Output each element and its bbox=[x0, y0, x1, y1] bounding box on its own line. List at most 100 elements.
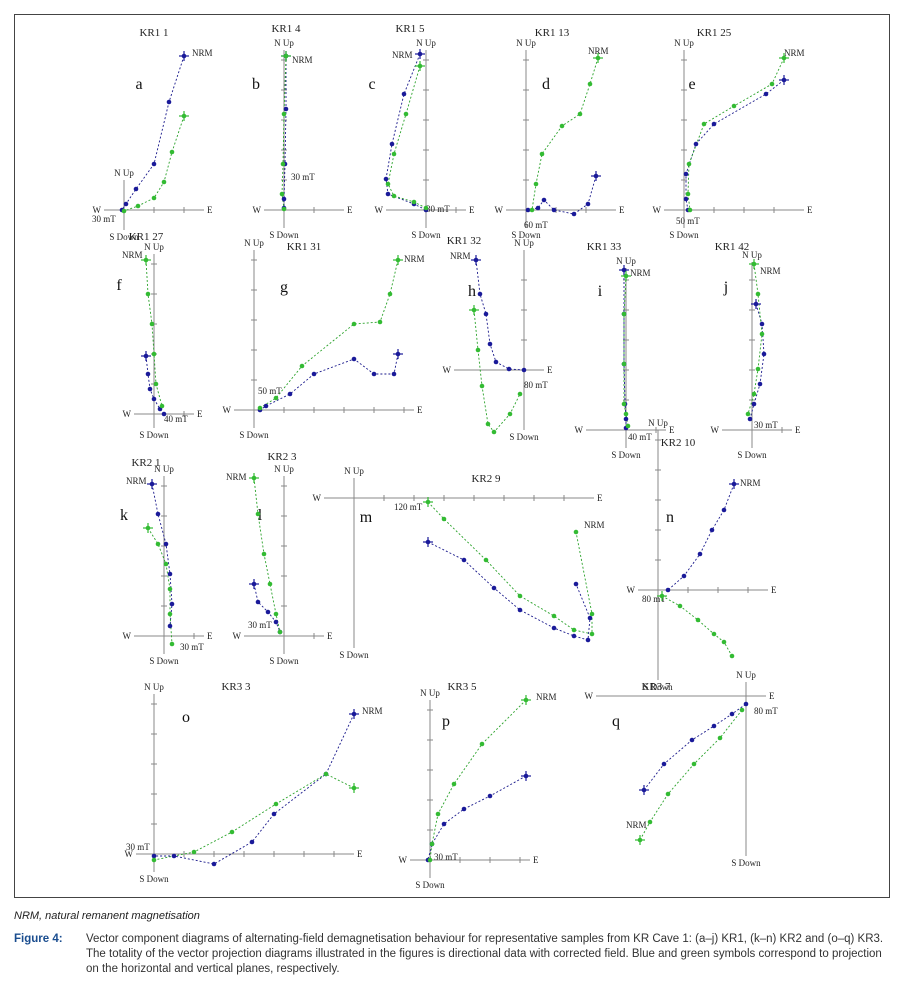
horizontal-plane-point bbox=[587, 615, 593, 621]
vertical-plane-point bbox=[155, 541, 161, 547]
vertical-plane-point bbox=[267, 581, 273, 587]
horizontal-plane-point bbox=[551, 207, 557, 213]
nrm-label: NRM bbox=[536, 692, 557, 702]
vertical-plane-point bbox=[595, 55, 601, 61]
panel-i: N Up S Down W E KR1 33 i NRM 40 mT bbox=[575, 241, 676, 460]
vertical-plane-point bbox=[385, 181, 391, 187]
nrm-label: NRM bbox=[630, 268, 651, 278]
vertical-plane-point bbox=[621, 401, 627, 407]
horizontal-plane-point bbox=[351, 356, 357, 362]
vertical-plane-point bbox=[429, 841, 435, 847]
vertical-plane-point bbox=[191, 849, 197, 855]
panel-title: KR1 32 bbox=[447, 235, 482, 247]
abbreviation-note: NRM, natural remanent magnetisation bbox=[14, 910, 200, 922]
horizontal-plane-point bbox=[506, 366, 512, 372]
horizontal-plane-point bbox=[483, 311, 489, 317]
vertical-plane-point bbox=[427, 857, 433, 863]
vertical-plane-point bbox=[691, 761, 697, 767]
vertical-plane-point bbox=[539, 151, 545, 157]
panel-title: KR3 5 bbox=[447, 681, 477, 693]
vertical-plane-point bbox=[751, 391, 757, 397]
vertical-plane-point bbox=[759, 331, 765, 337]
south-down-label: S Down bbox=[411, 230, 441, 240]
field-label: 120 mT bbox=[394, 502, 423, 512]
vertical-plane-point bbox=[701, 121, 707, 127]
horizontal-plane-point bbox=[693, 141, 699, 147]
horizontal-plane-point bbox=[143, 353, 149, 359]
panel-e: N Up S Down W E KR1 25 e NRM 50 mT bbox=[653, 27, 814, 240]
horizontal-plane-point bbox=[155, 511, 161, 517]
horizontal-plane-point bbox=[283, 106, 289, 112]
figure-frame bbox=[14, 14, 890, 898]
panel-title: KR1 5 bbox=[395, 23, 425, 35]
south-down-label: S Down bbox=[339, 650, 369, 660]
horizontal-plane-point bbox=[487, 341, 493, 347]
panel-g: N Up S Down W E KR1 31 g NRM 50 mT bbox=[223, 238, 425, 440]
horizontal-plane-point bbox=[593, 173, 599, 179]
south-down-label: S Down bbox=[611, 450, 641, 460]
vertical-plane-path bbox=[427, 501, 593, 635]
panel-letter: c bbox=[368, 76, 375, 93]
east-label: E bbox=[669, 425, 675, 435]
vertical-plane-point bbox=[686, 161, 692, 167]
east-label: E bbox=[197, 409, 203, 419]
nrm-label: NRM bbox=[126, 476, 147, 486]
vertical-plane-point bbox=[517, 391, 523, 397]
vertical-plane-point bbox=[435, 811, 441, 817]
vertical-plane-point bbox=[731, 103, 737, 109]
vertical-plane-point bbox=[533, 181, 539, 187]
vertical-plane-point bbox=[623, 273, 629, 279]
vertical-plane-path bbox=[123, 115, 185, 212]
horizontal-plane-point bbox=[211, 861, 217, 867]
north-up-label: N Up bbox=[416, 38, 436, 48]
north-up-label: N Up bbox=[274, 464, 294, 474]
south-down-label: S Down bbox=[109, 232, 139, 242]
panel-title: KR3 7 bbox=[641, 681, 671, 693]
vertical-plane-point bbox=[769, 81, 775, 87]
horizontal-plane-point bbox=[281, 196, 287, 202]
north-up-label: N Up bbox=[736, 670, 756, 680]
south-down-label: S Down bbox=[509, 432, 539, 442]
field-label: 50 mT bbox=[676, 216, 700, 226]
vertical-plane-point bbox=[559, 123, 565, 129]
field-label: 30 mT bbox=[248, 620, 272, 630]
panel-letter: e bbox=[688, 76, 695, 93]
south-down-label: S Down bbox=[511, 230, 541, 240]
horizontal-plane-point bbox=[147, 386, 153, 392]
figure-caption: Figure 4: Vector component diagrams of a… bbox=[14, 932, 894, 977]
horizontal-plane-point bbox=[517, 607, 523, 613]
horizontal-plane-point bbox=[623, 416, 629, 422]
vertical-plane-point bbox=[257, 405, 263, 411]
nrm-label: NRM bbox=[404, 254, 425, 264]
caption-label: Figure 4: bbox=[14, 933, 63, 945]
vertical-plane-point bbox=[621, 311, 627, 317]
vertical-plane-point bbox=[729, 653, 735, 659]
horizontal-plane-point bbox=[149, 481, 155, 487]
nrm-label: NRM bbox=[760, 266, 781, 276]
east-label: E bbox=[807, 205, 813, 215]
vertical-plane-point bbox=[573, 529, 579, 535]
vertical-plane-path bbox=[661, 595, 733, 657]
horizontal-plane-path bbox=[685, 79, 785, 211]
field-label: 60 mT bbox=[524, 220, 548, 230]
nrm-label: NRM bbox=[122, 250, 143, 260]
vertical-plane-point bbox=[261, 551, 267, 557]
horizontal-plane-point bbox=[151, 853, 157, 859]
vertical-plane-point bbox=[491, 429, 497, 435]
north-up-label: N Up bbox=[114, 168, 134, 178]
nrm-label: NRM bbox=[588, 46, 609, 56]
vertical-plane-point bbox=[451, 781, 457, 787]
nrm-label: NRM bbox=[784, 48, 805, 58]
horizontal-plane-point bbox=[521, 367, 527, 373]
vertical-plane-point bbox=[181, 113, 187, 119]
vertical-plane-point bbox=[151, 195, 157, 201]
horizontal-plane-point bbox=[621, 267, 627, 273]
vertical-plane-point bbox=[589, 631, 595, 637]
north-up-label: N Up bbox=[674, 38, 694, 48]
panel-n: N Up S Down W E KR2 10 n NRM 80 mT bbox=[627, 418, 778, 692]
vertical-plane-point bbox=[589, 611, 595, 617]
vertical-plane-point bbox=[411, 199, 417, 205]
south-down-label: S Down bbox=[239, 430, 269, 440]
panel-letter: p bbox=[442, 713, 450, 730]
horizontal-plane-point bbox=[311, 371, 317, 377]
